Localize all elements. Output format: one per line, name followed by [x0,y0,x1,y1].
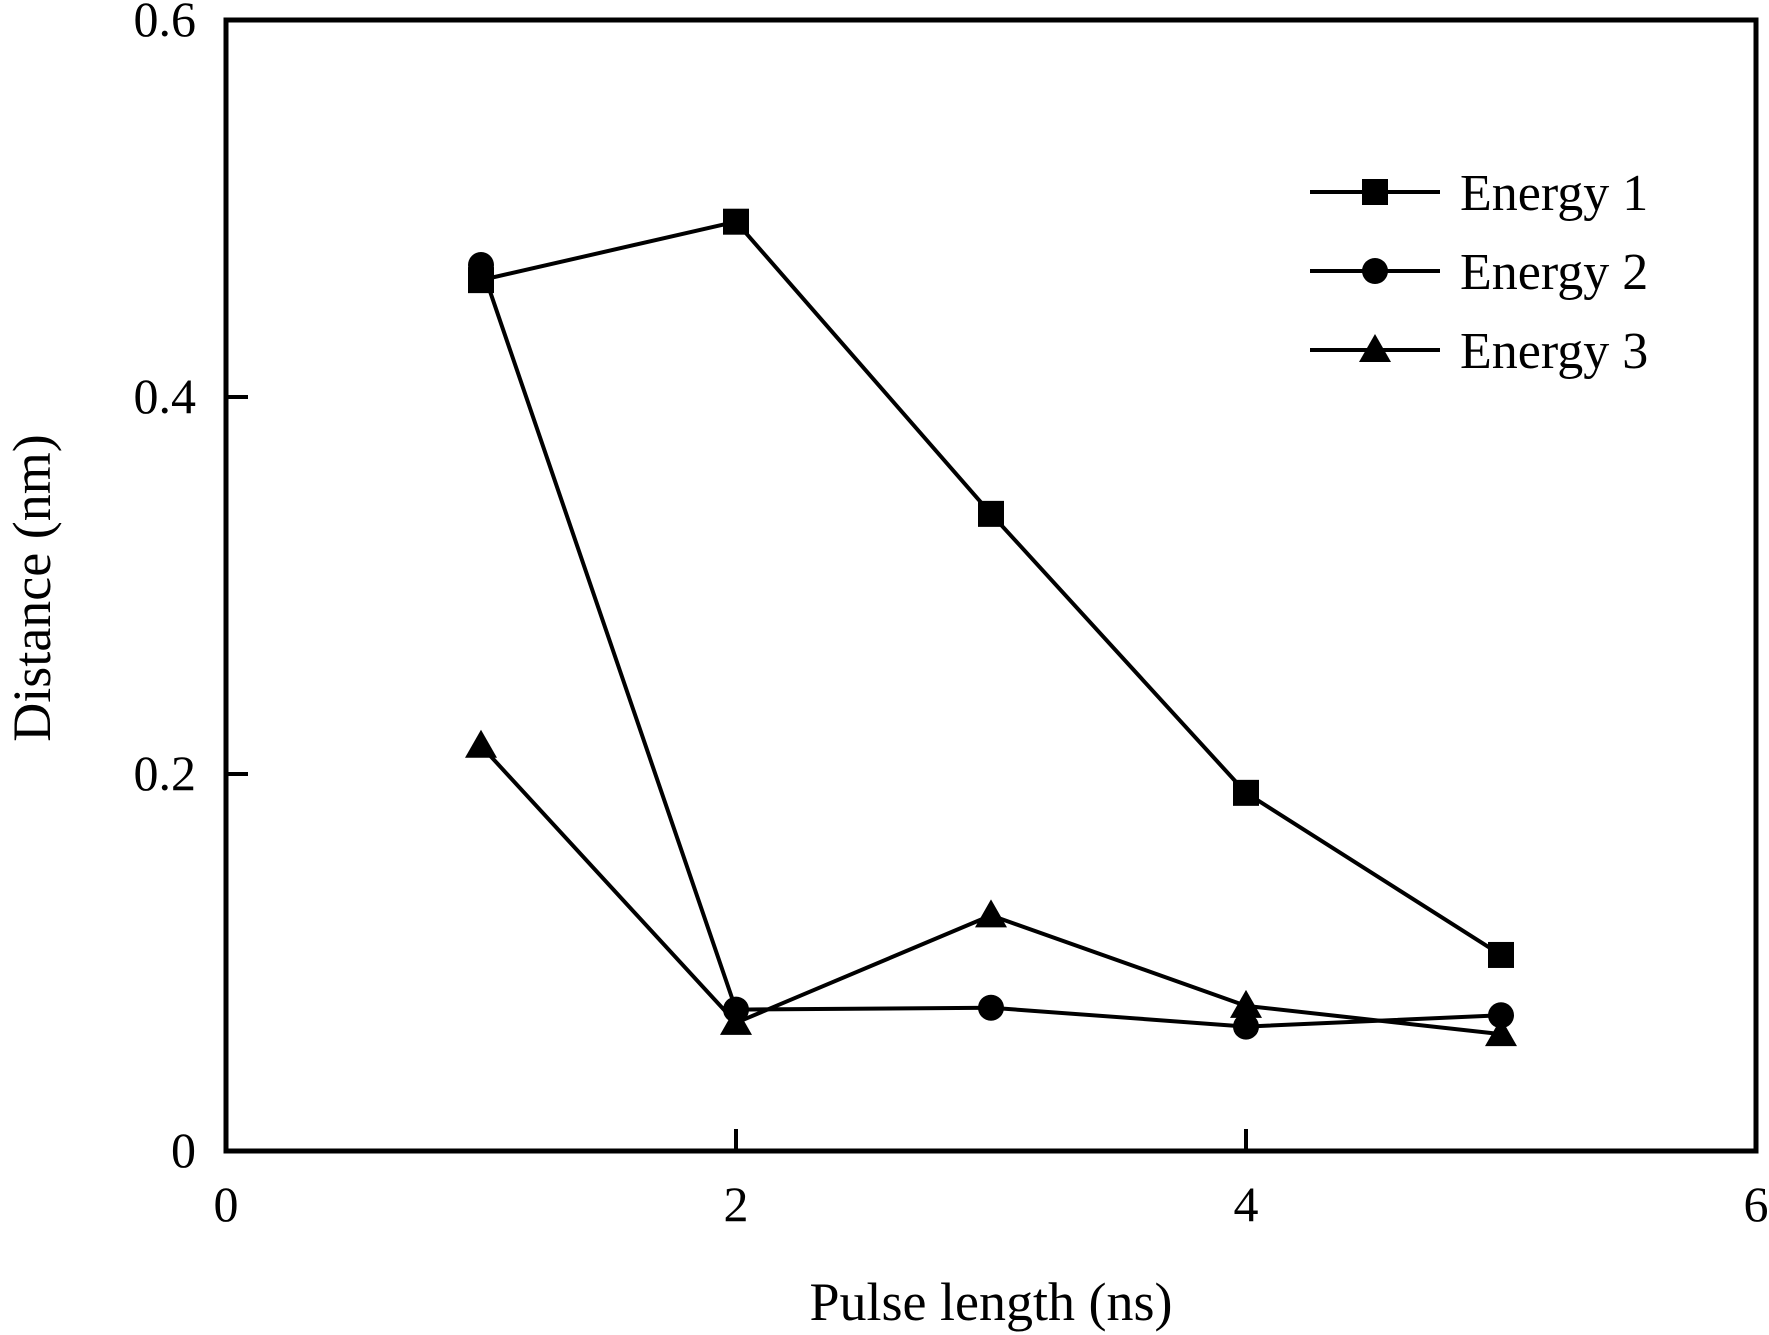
series-1 [468,208,1514,968]
y-tick-label: 0.4 [134,368,197,424]
legend: Energy 1 Energy 2 Energy 3 [1310,165,1648,380]
legend-marker [1362,179,1388,205]
series-3-point [720,1006,752,1035]
series-1-point [1488,941,1514,968]
axis-ticks [226,395,1248,1151]
x-tick-label: 2 [724,1176,749,1232]
legend-marker [1359,334,1391,362]
series-3-point [1485,1018,1517,1047]
series-2-point [1233,1013,1259,1040]
x-axis-title: Pulse length (ns) [810,1272,1173,1332]
series-3 [465,729,1517,1047]
series-1-point [1233,779,1259,806]
series-3-point [465,729,497,758]
y-tick-label: 0.6 [134,0,197,47]
series-1-line [480,219,1503,957]
series-1-point [978,500,1004,527]
series-2-point [468,252,494,279]
series-3-line [479,744,1502,1037]
x-tick-label: 4 [1234,1176,1259,1232]
y-tick-label: 0.2 [134,745,197,801]
series-3-point [975,899,1007,928]
x-tick-label: 0 [214,1176,239,1232]
series-layer [465,208,1517,1047]
y-tick-label: 0 [171,1122,196,1178]
legend-item: Energy 3 [1310,323,1648,380]
plot-frame [223,17,1759,1154]
legend-item: Energy 2 [1310,244,1648,301]
legend-marker [1362,258,1388,284]
legend-label: Energy 2 [1460,244,1648,301]
series-2-point [978,994,1004,1021]
series-2-point [1488,1002,1514,1029]
legend-label: Energy 1 [1460,165,1648,222]
y-axis-title: Distance (nm) [2,434,62,741]
tick-labels: 0 2 4 6 0 0.2 0.4 0.6 [134,0,1769,1232]
legend-label: Energy 3 [1460,323,1648,380]
series-1-point [723,208,749,235]
series-2 [468,252,1514,1040]
series-3-point [1230,989,1262,1018]
x-tick-label: 6 [1744,1176,1769,1232]
legend-item: Energy 1 [1310,165,1648,222]
